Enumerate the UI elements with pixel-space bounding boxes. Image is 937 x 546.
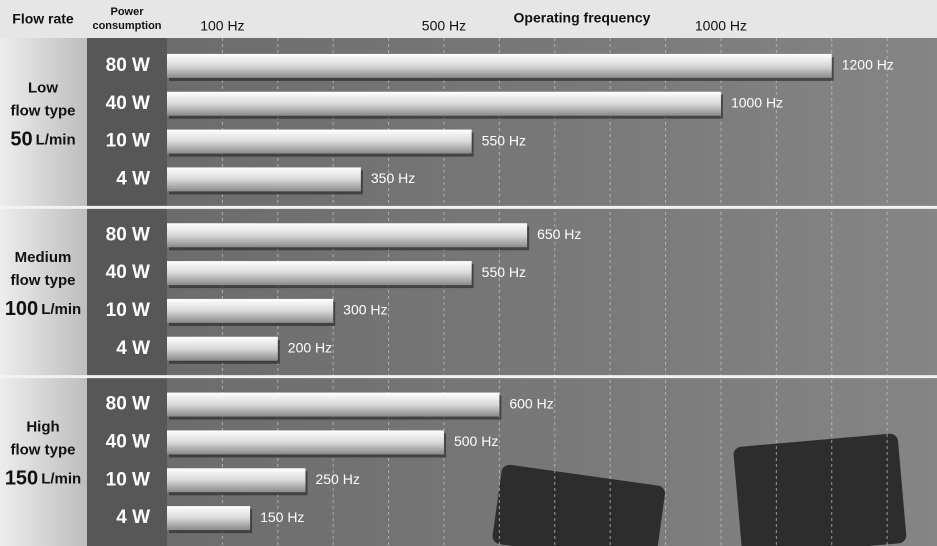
category-label: 4 W <box>116 338 150 359</box>
value-label: 550 Hz <box>482 132 526 148</box>
value-label: 300 Hz <box>343 302 387 318</box>
value-label: 1000 Hz <box>731 94 783 110</box>
value-label: 350 Hz <box>371 170 415 186</box>
x-tick-label: 500 Hz <box>422 18 466 34</box>
x-tick-label: 1000 Hz <box>695 18 747 34</box>
value-label: 250 Hz <box>315 471 359 487</box>
value-label: 650 Hz <box>537 226 581 242</box>
category-label: 10 W <box>106 131 150 152</box>
bar <box>167 53 832 78</box>
header-power: Power <box>110 6 144 18</box>
header-flow-rate: Flow rate <box>12 11 74 27</box>
category-label: 4 W <box>116 507 150 528</box>
category-label: 10 W <box>106 300 150 321</box>
flow-value: 150 <box>5 468 38 490</box>
category-label: 40 W <box>106 93 150 114</box>
category-label: 40 W <box>106 431 150 452</box>
group-flow: 50 L/min <box>10 129 75 151</box>
bar <box>167 430 444 455</box>
value-label: 500 Hz <box>454 433 498 449</box>
x-tick-label: 100 Hz <box>200 18 244 34</box>
bar <box>167 129 472 154</box>
bar <box>167 392 500 417</box>
bar <box>167 167 361 192</box>
power-column <box>87 38 167 546</box>
category-label: 80 W <box>106 55 150 76</box>
header-power: consumption <box>92 20 161 32</box>
bar <box>167 261 472 286</box>
group-flow: 150 L/min <box>5 468 81 490</box>
bar <box>167 336 278 361</box>
flow-value: 100 <box>5 298 38 320</box>
category-label: 40 W <box>106 262 150 283</box>
flow-unit: L/min <box>36 132 76 149</box>
flow-unit: L/min <box>41 470 81 487</box>
value-label: 150 Hz <box>260 509 304 525</box>
flow-unit: L/min <box>41 301 81 318</box>
category-label: 80 W <box>106 394 150 415</box>
flow-value: 50 <box>10 129 32 151</box>
value-label: 200 Hz <box>288 339 332 355</box>
bar <box>167 506 251 531</box>
axis-title: Operating frequency <box>514 10 651 26</box>
group-name: Medium <box>15 249 72 266</box>
value-label: 550 Hz <box>482 264 526 280</box>
bar <box>167 223 528 248</box>
group-name: High <box>26 418 59 435</box>
flow-column <box>0 38 87 546</box>
value-label: 600 Hz <box>509 395 553 411</box>
group-flow: 100 L/min <box>5 298 81 320</box>
bar <box>167 298 334 323</box>
bar <box>167 468 306 493</box>
bar <box>167 91 721 116</box>
group-name: flow type <box>10 103 75 120</box>
category-label: 80 W <box>106 224 150 245</box>
grid <box>221 38 888 546</box>
group-name: flow type <box>10 441 75 458</box>
group-name: flow type <box>10 272 75 289</box>
group-name: Low <box>28 80 58 97</box>
category-label: 4 W <box>116 168 150 189</box>
value-label: 1200 Hz <box>842 57 894 73</box>
category-label: 10 W <box>106 469 150 490</box>
